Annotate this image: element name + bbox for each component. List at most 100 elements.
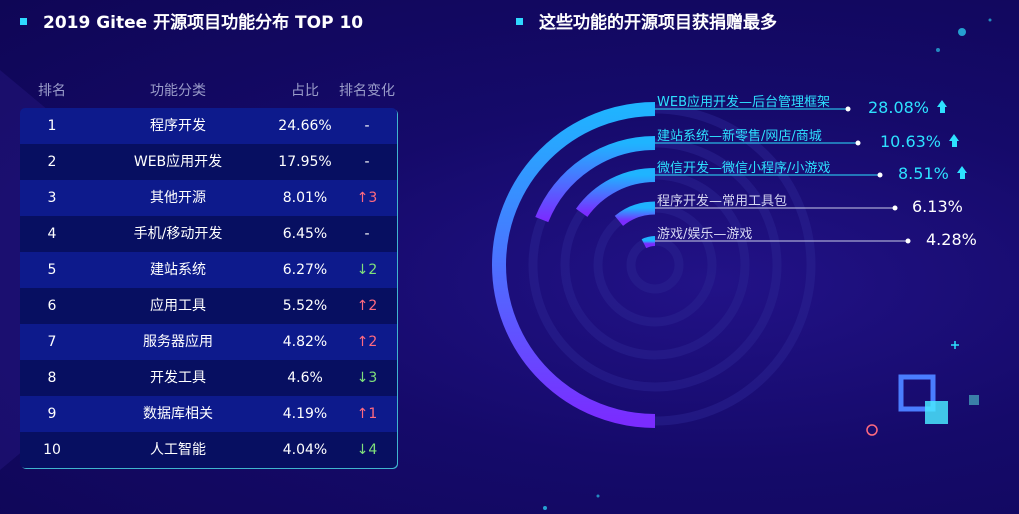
ratio-cell: 4.82% xyxy=(282,334,328,350)
radial-bar xyxy=(614,201,656,227)
table-row: 9 数据库相关 4.19% ↑1 xyxy=(20,396,397,432)
table-row: 10 人工智能 4.04% ↓4 xyxy=(20,432,397,468)
callout-value-text: 10.63% xyxy=(880,132,942,151)
table-row: 2 WEB应用开发 17.95% - xyxy=(20,144,397,180)
rank-cell: 1 xyxy=(47,118,57,134)
rank-cell: 6 xyxy=(47,298,57,314)
rank-change-cell: ↓3 xyxy=(356,370,378,386)
ratio-cell: 6.27% xyxy=(282,262,328,278)
decor-dot xyxy=(988,18,992,22)
donation-section-title: 这些功能的开源项目获捐赠最多 xyxy=(516,8,777,33)
title-bullet-icon xyxy=(516,17,523,25)
callout-label: 微信开发—微信小程序/小游戏 xyxy=(657,161,831,176)
rank-cell: 10 xyxy=(43,442,61,458)
decor-square-filled xyxy=(925,401,948,424)
trend-up-icon xyxy=(956,165,968,180)
table-header: 排名 功能分类 占比 排名变化 xyxy=(20,80,400,100)
callout-value: 28.08% xyxy=(868,98,948,117)
table-row: 6 应用工具 5.52% ↑2 xyxy=(20,288,397,324)
ratio-cell: 5.52% xyxy=(282,298,328,314)
category-cell: 其他开源 xyxy=(150,190,206,206)
rank-change-cell: ↑1 xyxy=(356,406,378,422)
radial-bar xyxy=(535,136,656,223)
rank-change-cell: ↓4 xyxy=(356,442,378,458)
category-cell: 数据库相关 xyxy=(143,406,213,422)
header-rank: 排名 xyxy=(38,83,66,99)
title-bullet-icon xyxy=(20,17,27,25)
category-cell: 应用工具 xyxy=(150,298,206,314)
callout-value: 10.63% xyxy=(880,132,960,151)
ratio-cell: 4.04% xyxy=(282,442,328,458)
callout-value: 4.28% xyxy=(926,230,977,249)
callout-label: 游戏/娱乐—游戏 xyxy=(657,227,753,242)
category-cell: 开发工具 xyxy=(150,370,206,386)
rank-cell: 9 xyxy=(47,406,57,422)
callout-label: 建站系统—新零售/网店/商城 xyxy=(657,129,822,144)
rank-cell: 5 xyxy=(47,262,57,278)
category-cell: 人工智能 xyxy=(150,442,206,458)
decor-square-outline xyxy=(898,374,936,412)
callout-value-text: 8.51% xyxy=(898,164,949,183)
category-cell: 程序开发 xyxy=(150,118,206,134)
table-row: 4 手机/移动开发 6.45% - xyxy=(20,216,397,252)
decor-dot xyxy=(543,506,547,510)
ranking-table: 1 程序开发 24.66% - 2 WEB应用开发 17.95% - 3 其他开源 8.01% ↑3 4… xyxy=(20,108,397,468)
category-cell: 建站系统 xyxy=(150,262,206,278)
rank-change-cell: - xyxy=(364,118,370,134)
rank-change-cell: - xyxy=(364,154,370,170)
decor-ring xyxy=(866,424,878,436)
callout-dot xyxy=(855,140,861,146)
decor-square-small xyxy=(969,395,979,405)
header-ratio: 占比 xyxy=(291,83,319,99)
header-category: 功能分类 xyxy=(150,83,206,99)
decor-dot xyxy=(596,494,600,498)
callout-value: 6.13% xyxy=(912,197,963,216)
rank-change-cell: - xyxy=(364,226,370,242)
table-section-title: 2019 Gitee 开源项目功能分布 TOP 10 xyxy=(20,8,363,33)
callout-dot xyxy=(892,205,898,211)
ratio-cell: 8.01% xyxy=(282,190,328,206)
radial-bar xyxy=(575,168,656,218)
rank-change-cell: ↑2 xyxy=(356,298,378,314)
callout-dot xyxy=(845,106,851,112)
callout-dot xyxy=(905,238,911,244)
ratio-cell: 4.19% xyxy=(282,406,328,422)
callout-value-text: 4.28% xyxy=(926,230,977,249)
callout-label: 程序开发—常用工具包 xyxy=(657,194,788,209)
table-row: 5 建站系统 6.27% ↓2 xyxy=(20,252,397,288)
table-title: 2019 Gitee 开源项目功能分布 TOP 10 xyxy=(43,13,364,33)
callout-label: WEB应用开发—后台管理框架 xyxy=(657,95,830,110)
table-row: 7 服务器应用 4.82% ↑2 xyxy=(20,324,397,360)
callout-value-text: 28.08% xyxy=(868,98,930,117)
category-cell: WEB应用开发 xyxy=(133,154,223,170)
decor-dot xyxy=(958,28,966,36)
trend-up-icon xyxy=(937,99,948,114)
table-row: 8 开发工具 4.6% ↓3 xyxy=(20,360,397,396)
donation-title: 这些功能的开源项目获捐赠最多 xyxy=(539,13,777,33)
decor-dot xyxy=(936,48,940,52)
radial-track xyxy=(626,236,684,294)
callout-dot xyxy=(877,172,883,178)
ratio-cell: 4.6% xyxy=(287,370,323,386)
category-cell: 手机/移动开发 xyxy=(133,226,223,242)
rank-change-cell: ↓2 xyxy=(356,262,378,278)
rank-change-cell: ↑3 xyxy=(356,190,378,206)
rank-cell: 3 xyxy=(47,190,57,206)
trend-up-icon xyxy=(949,133,960,148)
rank-cell: 8 xyxy=(47,370,57,386)
radial-bar xyxy=(641,236,656,249)
rank-change-cell: ↑2 xyxy=(356,334,378,350)
rank-cell: 4 xyxy=(47,226,57,242)
ratio-cell: 17.95% xyxy=(278,154,332,170)
radial-bar xyxy=(492,102,656,428)
ratio-cell: 6.45% xyxy=(282,226,328,242)
table-row: 1 程序开发 24.66% - xyxy=(20,108,397,144)
callout-value: 8.51% xyxy=(898,164,968,183)
rank-cell: 7 xyxy=(47,334,57,350)
ratio-cell: 24.66% xyxy=(278,118,332,134)
rank-cell: 2 xyxy=(47,154,57,170)
table-row: 3 其他开源 8.01% ↑3 xyxy=(20,180,397,216)
callout-value-text: 6.13% xyxy=(912,197,963,216)
header-rank-change: 排名变化 xyxy=(339,83,395,99)
